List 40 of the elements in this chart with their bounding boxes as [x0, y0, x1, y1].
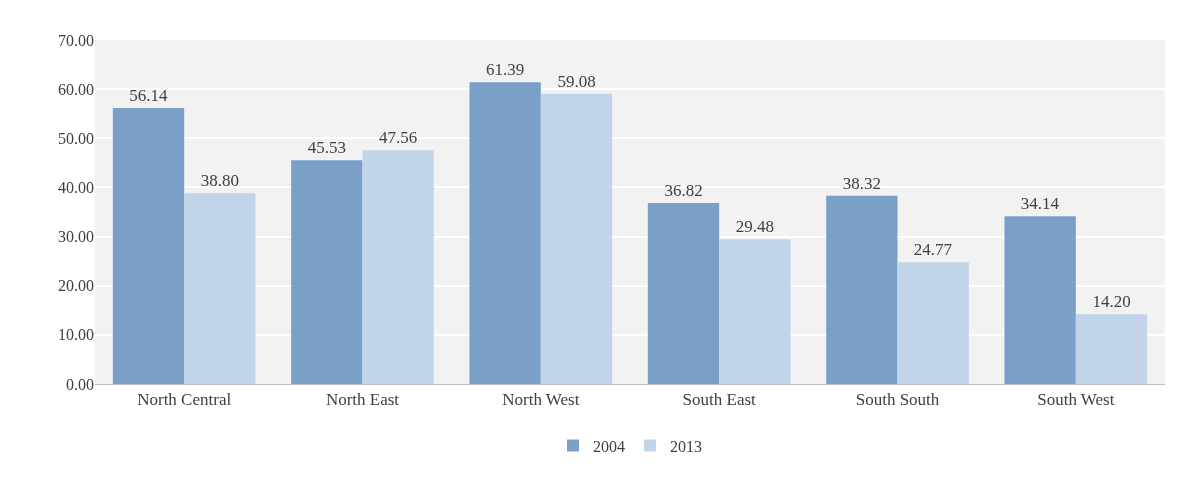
bar: [540, 93, 613, 384]
y-tick-label: 60.00: [58, 80, 94, 98]
data-label: 14.20: [1092, 292, 1131, 312]
data-label: 24.77: [913, 240, 953, 260]
bar: [362, 150, 434, 384]
data-label: 47.56: [379, 128, 418, 148]
x-tick-label: South South: [855, 390, 940, 410]
x-tick-label: South West: [1037, 390, 1115, 410]
data-label: 36.82: [664, 181, 703, 201]
data-label: 29.48: [735, 217, 774, 237]
bar: [826, 195, 898, 384]
y-tick-label: 0.00: [66, 375, 94, 393]
bar: [112, 108, 185, 384]
x-tick-label: South East: [682, 390, 757, 410]
data-label: 45.53: [307, 138, 346, 158]
x-tick-label: North Central: [137, 390, 232, 410]
data-label: 56.14: [129, 86, 168, 106]
y-tick-label: 30.00: [58, 228, 94, 246]
bar: [647, 203, 720, 384]
y-tick-label: 50.00: [58, 129, 94, 147]
data-label: 38.80: [200, 171, 239, 191]
bar: [719, 239, 791, 384]
data-label: 34.14: [1020, 194, 1060, 214]
bar: [291, 160, 363, 384]
y-tick-label: 20.00: [58, 277, 94, 295]
data-label: 59.08: [557, 71, 596, 91]
y-tick-label: 70.00: [58, 31, 94, 49]
y-tick-label: 10.00: [58, 326, 94, 344]
bar: [1004, 216, 1076, 384]
data-label: 61.39: [486, 60, 525, 80]
legend-label: 2013: [670, 437, 702, 455]
bar: [184, 193, 256, 384]
bar: [897, 262, 969, 384]
legend-label: 2004: [593, 437, 625, 455]
x-tick-label: North West: [502, 390, 580, 410]
bar: [469, 82, 541, 384]
x-tick-label: North East: [325, 390, 400, 410]
y-tick-label: 40.00: [58, 179, 94, 197]
data-label: 38.32: [842, 173, 881, 193]
bar: [1075, 314, 1148, 384]
